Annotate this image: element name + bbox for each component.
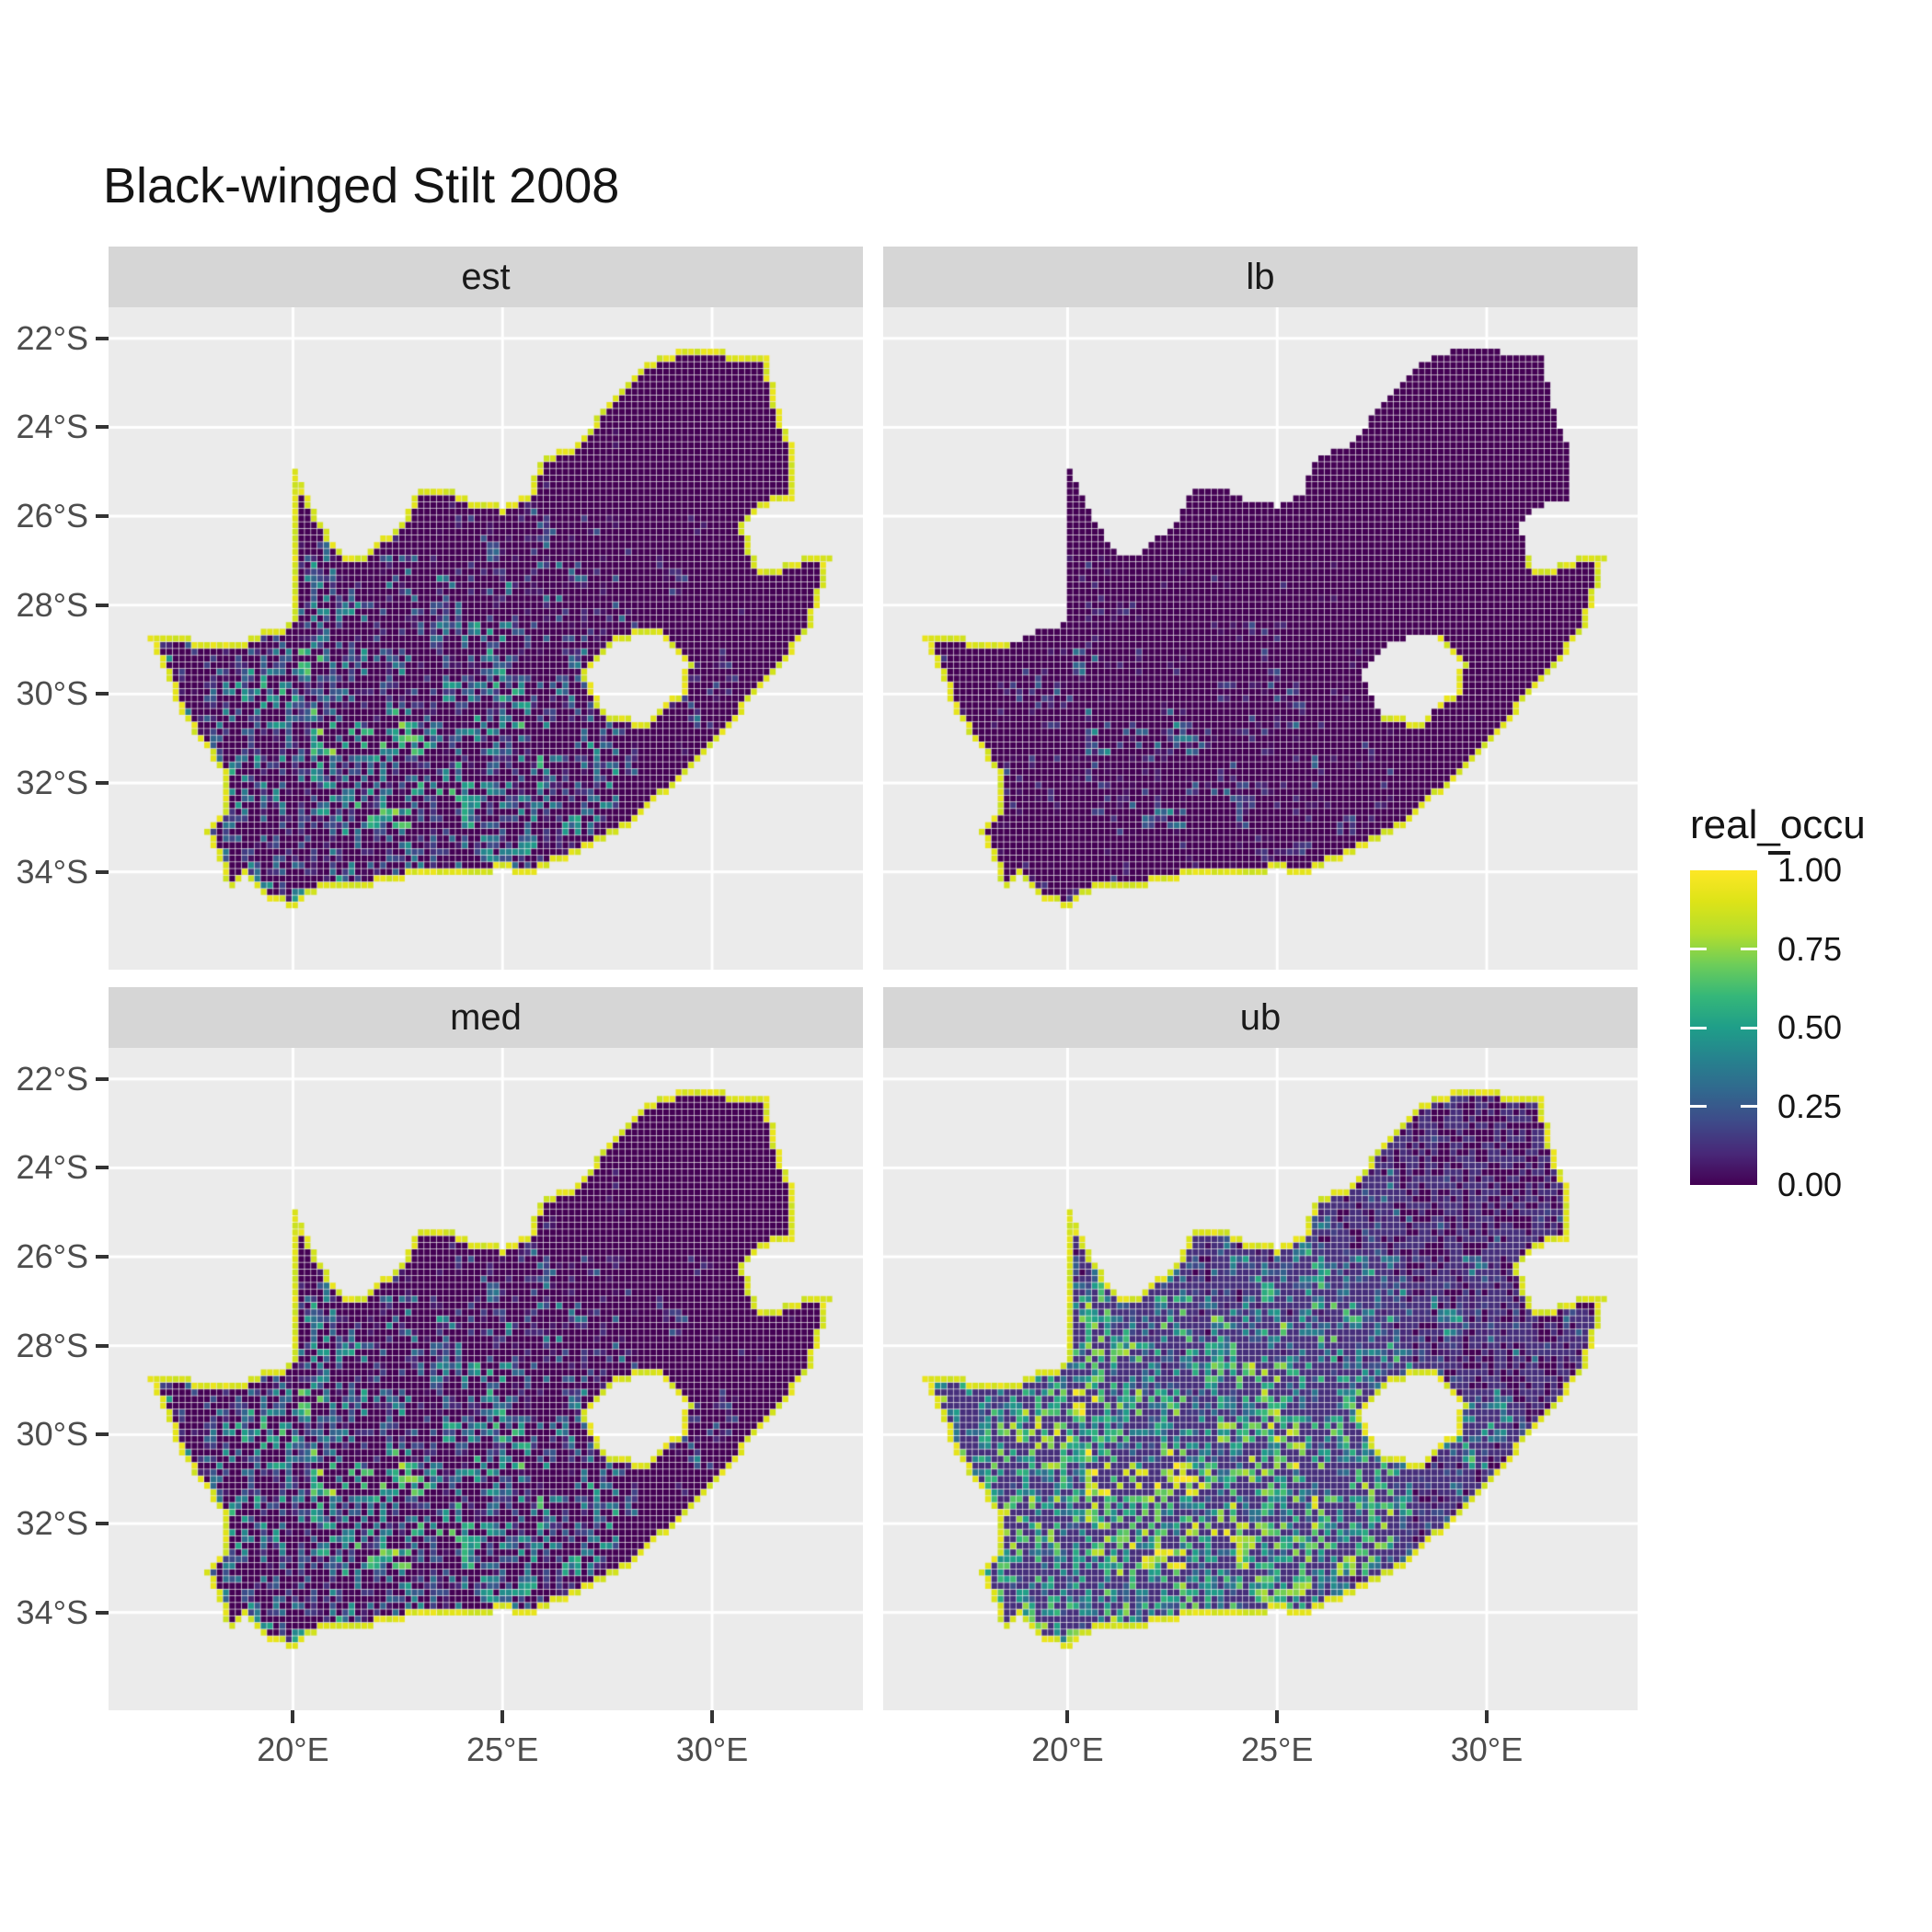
y-tick-label: 30°S <box>16 1415 88 1454</box>
y-tick-mark <box>96 1610 109 1615</box>
legend-label: 1.00 <box>1777 851 1843 889</box>
x-tick-label: 20°E <box>257 1731 329 1768</box>
y-tick-label: 26°S <box>16 1237 88 1276</box>
x-tick-mark <box>1065 1710 1070 1723</box>
y-tick-mark <box>96 781 109 786</box>
y-tick-label: 30°S <box>16 674 88 713</box>
y-tick-label: 28°S <box>16 1326 88 1364</box>
facet-strip-lb: lb <box>883 247 1638 307</box>
y-tick-label: 28°S <box>16 585 88 624</box>
facet-map-ub <box>883 1048 1638 1710</box>
facet-strip-label: ub <box>1239 996 1282 1038</box>
y-tick-label: 34°S <box>16 1593 88 1631</box>
x-tick-label: 25°E <box>1240 1731 1314 1768</box>
y-tick-mark <box>96 1076 109 1081</box>
y-tick-label: 22°S <box>16 318 88 357</box>
y-tick-mark <box>96 1432 109 1437</box>
x-tick-mark <box>1275 1710 1280 1723</box>
x-tick-mark <box>500 1710 505 1723</box>
facet-map-lb <box>883 307 1638 970</box>
x-tick-label: 30°E <box>675 1731 749 1768</box>
legend-tick <box>1741 1105 1757 1108</box>
facet-strip-label: lb <box>1246 256 1275 297</box>
facet-strip-label: est <box>461 256 511 297</box>
y-tick-mark <box>96 869 109 874</box>
x-tick-mark <box>710 1710 714 1723</box>
y-tick-mark <box>96 1255 109 1259</box>
y-tick-label: 24°S <box>16 1148 88 1187</box>
y-tick-label: 24°S <box>16 408 88 446</box>
legend-tick <box>1690 1026 1707 1029</box>
y-tick-label: 26°S <box>16 497 88 535</box>
x-tick-label: 25°E <box>466 1731 539 1768</box>
legend-label: 0.00 <box>1777 1166 1843 1203</box>
legend-top-tick <box>1768 851 1790 855</box>
y-tick-label: 32°S <box>16 1504 88 1543</box>
x-tick-mark <box>1485 1710 1489 1723</box>
facet-strip-ub: ub <box>883 987 1638 1048</box>
legend-title: real_occu <box>1690 802 1866 847</box>
facet-strip-med: med <box>109 987 863 1048</box>
facet-strip-label: med <box>450 996 522 1038</box>
y-tick-label: 22°S <box>16 1059 88 1098</box>
y-tick-mark <box>96 425 109 430</box>
y-tick-label: 32°S <box>16 764 88 802</box>
y-tick-mark <box>96 603 109 607</box>
facet-map-med <box>109 1048 863 1710</box>
legend-label: 0.25 <box>1777 1087 1843 1125</box>
legend-label: 0.75 <box>1777 929 1843 968</box>
x-tick-mark <box>291 1710 295 1723</box>
y-tick-mark <box>96 692 109 696</box>
y-tick-mark <box>96 1522 109 1526</box>
legend-tick <box>1690 1105 1707 1108</box>
legend-tick <box>1741 1026 1757 1029</box>
facet-map-est <box>109 307 863 970</box>
x-tick-label: 20°E <box>1031 1731 1104 1768</box>
y-tick-mark <box>96 1343 109 1348</box>
plot-title: Black-winged Stilt 2008 <box>103 158 620 213</box>
x-tick-label: 30°E <box>1450 1731 1524 1768</box>
y-tick-mark <box>96 336 109 340</box>
facet-strip-est: est <box>109 247 863 307</box>
y-tick-mark <box>96 514 109 519</box>
legend-tick <box>1690 948 1707 950</box>
y-tick-label: 34°S <box>16 852 88 891</box>
legend-label: 0.50 <box>1777 1008 1843 1046</box>
y-tick-mark <box>96 1166 109 1170</box>
legend-tick <box>1741 948 1757 950</box>
